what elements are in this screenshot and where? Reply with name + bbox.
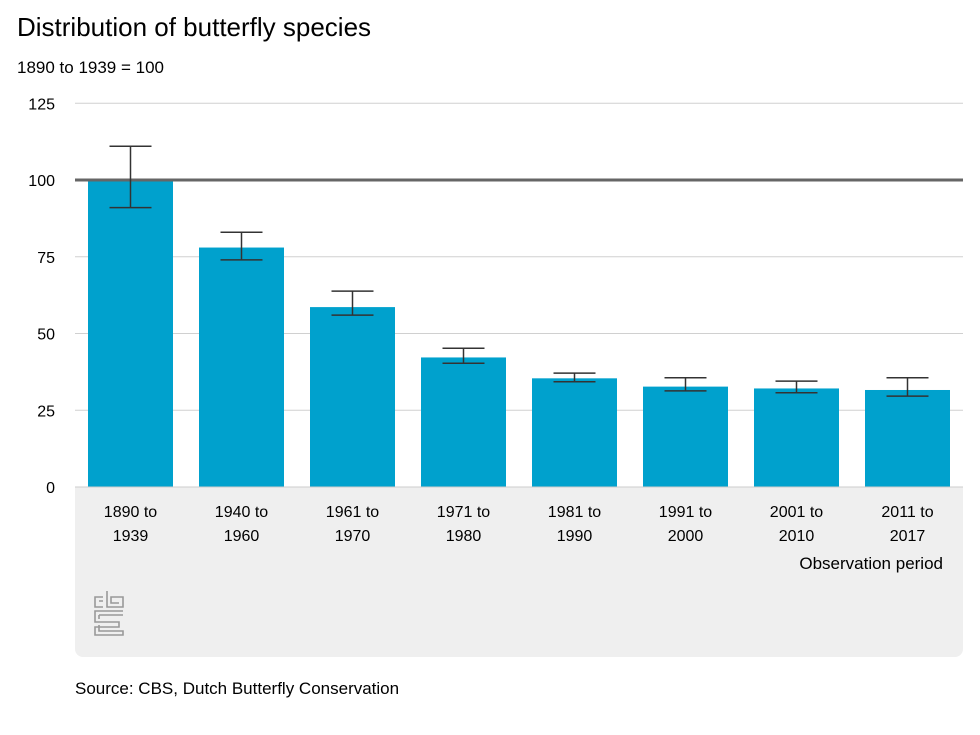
x-tick-label: 1971 to — [437, 504, 490, 521]
chart-title: Distribution of butterfly species — [17, 12, 372, 42]
x-tick-label: 2010 — [779, 528, 815, 545]
y-tick-label: 125 — [28, 96, 55, 113]
bar — [421, 357, 506, 487]
chart-subtitle: 1890 to 1939 = 100 — [17, 58, 164, 77]
x-tick-label: 1981 to — [548, 504, 601, 521]
x-tick-label: 1940 to — [215, 504, 268, 521]
x-tick-label: 1890 to — [104, 504, 157, 521]
y-tick-label: 0 — [46, 480, 55, 497]
y-tick-label: 25 — [37, 403, 55, 420]
x-tick-label: 1939 — [113, 528, 149, 545]
source-note: Source: CBS, Dutch Butterfly Conservatio… — [75, 679, 400, 698]
x-tick-label: 1980 — [446, 528, 482, 545]
y-tick-label: 50 — [37, 327, 55, 344]
bar — [754, 388, 839, 487]
x-tick-label: 1970 — [335, 528, 371, 545]
x-tick-label: 1961 to — [326, 504, 379, 521]
x-tick-label: 1990 — [557, 528, 593, 545]
y-tick-label: 75 — [37, 250, 55, 267]
x-tick-label: 2017 — [890, 528, 926, 545]
bar — [88, 180, 173, 487]
x-tick-label: 2011 to — [881, 504, 933, 521]
bar — [532, 378, 617, 487]
x-tick-label: 2000 — [668, 528, 704, 545]
bar — [643, 386, 728, 487]
bar — [199, 247, 284, 487]
x-tick-label: 2001 to — [770, 504, 823, 521]
y-tick-label: 100 — [28, 173, 55, 190]
x-tick-label: 1960 — [224, 528, 260, 545]
cbs-logo — [94, 591, 124, 636]
bar — [865, 389, 950, 487]
x-tick-label: 1991 to — [659, 504, 712, 521]
x-axis-panel — [75, 487, 963, 657]
bar — [310, 307, 395, 487]
x-axis-label: Observation period — [799, 554, 943, 573]
